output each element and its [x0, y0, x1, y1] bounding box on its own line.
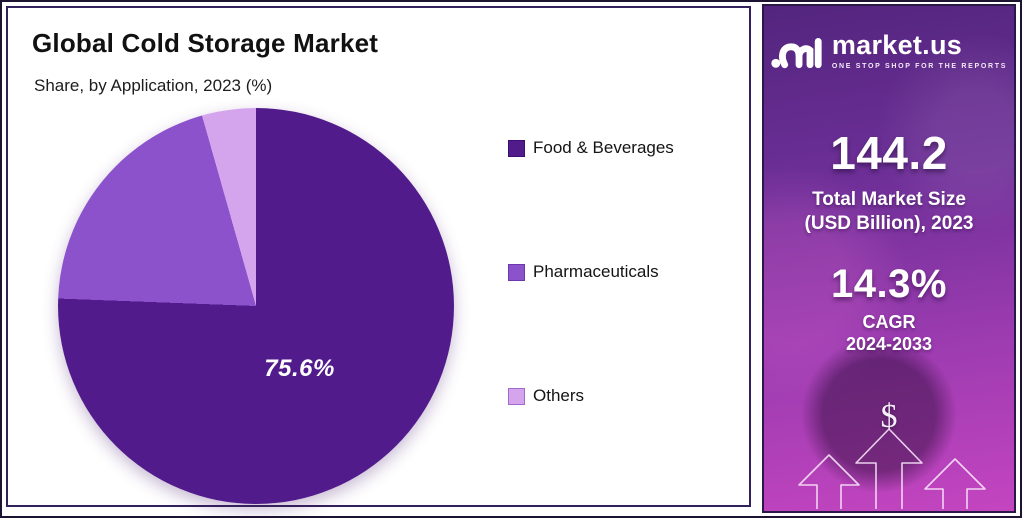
legend-label: Others	[533, 386, 585, 405]
legend-swatch	[508, 263, 525, 281]
brand-tagline: ONE STOP SHOP FOR THE REPORTS	[831, 63, 1008, 70]
market-size-value: 144.2	[830, 127, 948, 179]
brand-text: market.us ONE STOP SHOP FOR THE REPORTS	[831, 30, 1008, 71]
cagr-label: CAGR 2024-2033	[764, 311, 1014, 356]
market-size-label: Total Market Size (USD Billion), 2023	[764, 188, 1014, 236]
legend-item-others: Others	[508, 386, 674, 406]
legend-item-pharmaceuticals: Pharmaceuticals	[508, 262, 674, 282]
cagr-label-line2: 2024-2033	[845, 334, 933, 354]
cagr-value: 14.3%	[831, 261, 947, 306]
pie-chart: 75.6%	[58, 108, 454, 504]
dollar-icon: $	[880, 398, 898, 435]
chart-title: Global Cold Storage Market	[32, 28, 379, 58]
growth-arrows-icon	[764, 423, 1014, 509]
legend-swatch	[508, 139, 525, 157]
legend-item-food-beverages: Food & Beverages	[508, 138, 674, 158]
pie-slice-data-label: 75.6%	[264, 355, 335, 383]
chart-legend: Food & Beverages Pharmaceuticals Others	[508, 138, 674, 406]
chart-subtitle: Share, by Application, 2023 (%)	[34, 76, 273, 95]
market-us-logo-icon	[771, 32, 823, 70]
chart-panel: Global Cold Storage Market Share, by App…	[6, 6, 751, 507]
legend-label: Pharmaceuticals	[533, 262, 659, 281]
market-size-label-line2: (USD Billion), 2023	[804, 212, 974, 234]
legend-swatch	[508, 387, 525, 405]
cagr-label-line1: CAGR	[862, 311, 916, 332]
brand-logo: market.us ONE STOP SHOP FOR THE REPORTS	[764, 32, 1014, 70]
market-size-label-line1: Total Market Size	[812, 189, 966, 210]
brand-sidebar: market.us ONE STOP SHOP FOR THE REPORTS …	[762, 4, 1016, 513]
legend-label: Food & Beverages	[533, 138, 674, 157]
brand-name: market.us	[831, 30, 963, 60]
